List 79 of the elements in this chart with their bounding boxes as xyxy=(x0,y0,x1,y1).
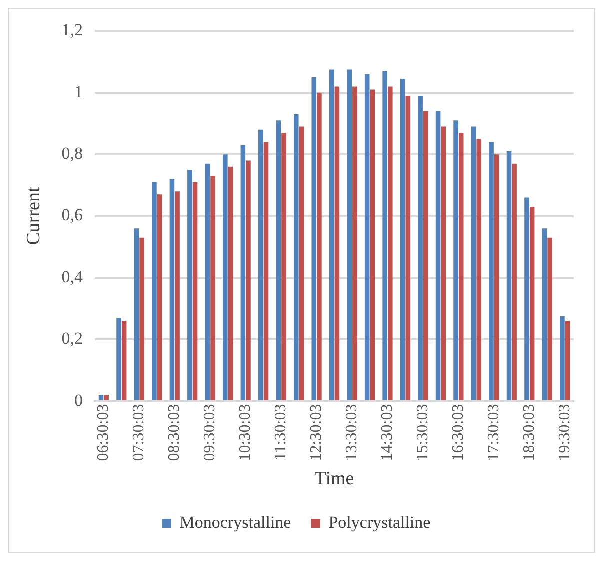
bar xyxy=(476,139,482,400)
bar xyxy=(228,166,234,400)
bar xyxy=(548,238,552,400)
x-tick-label: 18:30:03 xyxy=(520,404,538,462)
bar xyxy=(157,194,162,400)
bar xyxy=(264,142,269,400)
bar xyxy=(282,132,286,400)
bar xyxy=(223,154,228,400)
bar xyxy=(506,151,512,400)
x-tick-label: 14:30:03 xyxy=(378,404,396,462)
bar xyxy=(134,228,140,400)
bar xyxy=(400,79,406,400)
bar xyxy=(406,96,411,400)
bar xyxy=(294,114,299,400)
bar xyxy=(276,120,282,400)
y-tick-label: 1 xyxy=(74,82,84,102)
x-tick-label: 13:30:03 xyxy=(343,404,360,462)
bar xyxy=(382,71,388,400)
bar xyxy=(494,154,500,400)
bar xyxy=(542,228,548,400)
bar xyxy=(122,321,127,400)
y-tick-label: 0,4 xyxy=(62,267,84,286)
bar xyxy=(524,198,530,400)
bar xyxy=(329,70,334,400)
bar xyxy=(364,74,370,400)
bar xyxy=(152,182,157,400)
bar xyxy=(104,395,109,400)
bar xyxy=(347,70,352,400)
bar xyxy=(418,96,423,400)
y-tick-label: 0 xyxy=(74,390,84,410)
bar xyxy=(210,176,216,400)
bar xyxy=(170,179,175,400)
bar xyxy=(352,86,358,400)
x-axis-title: Time xyxy=(314,468,354,490)
bar xyxy=(188,170,192,400)
x-tick-label: 08:30:03 xyxy=(166,404,184,462)
bar xyxy=(334,86,340,400)
bar xyxy=(436,111,441,400)
bar xyxy=(530,207,535,400)
y-tick-label: 0,8 xyxy=(62,144,84,164)
bar xyxy=(423,111,428,400)
legend-label: Polycrystalline xyxy=(328,512,431,532)
bar xyxy=(512,164,517,400)
bar xyxy=(299,126,304,400)
bar xyxy=(565,321,570,400)
legend-label: Monocrystalline xyxy=(180,512,292,532)
bar xyxy=(370,90,376,400)
y-tick-label: 0,6 xyxy=(62,206,84,225)
bar xyxy=(560,316,565,400)
bar xyxy=(140,238,144,400)
bar xyxy=(98,395,104,400)
y-tick-label: 1,2 xyxy=(62,20,84,40)
bar xyxy=(454,120,458,400)
bar xyxy=(317,92,322,400)
bar xyxy=(175,192,180,400)
bar xyxy=(441,126,446,400)
x-tick-label: 10:30:03 xyxy=(237,404,254,462)
bar xyxy=(192,182,198,400)
bar xyxy=(312,77,317,400)
bar xyxy=(205,164,210,400)
x-tick-label: 09:30:03 xyxy=(202,404,219,462)
bar xyxy=(471,126,476,400)
bar xyxy=(489,142,494,400)
bar xyxy=(246,160,251,400)
bar xyxy=(388,86,393,400)
x-tick-label: 19:30:03 xyxy=(556,404,574,462)
bar xyxy=(258,130,264,400)
x-tick-label: 06:30:03 xyxy=(95,404,112,462)
x-tick-label: 07:30:03 xyxy=(130,404,148,462)
bar xyxy=(116,318,122,400)
x-tick-label: 12:30:03 xyxy=(308,404,325,462)
y-tick-label: 0,2 xyxy=(62,329,84,348)
x-tick-label: 17:30:03 xyxy=(485,404,502,462)
y-axis-title: Current xyxy=(23,186,44,246)
bar xyxy=(240,145,246,400)
x-tick-label: 11:30:03 xyxy=(272,404,290,461)
bar xyxy=(458,132,464,400)
x-tick-label: 15:30:03 xyxy=(414,404,432,462)
x-tick-label: 16:30:03 xyxy=(450,404,467,462)
